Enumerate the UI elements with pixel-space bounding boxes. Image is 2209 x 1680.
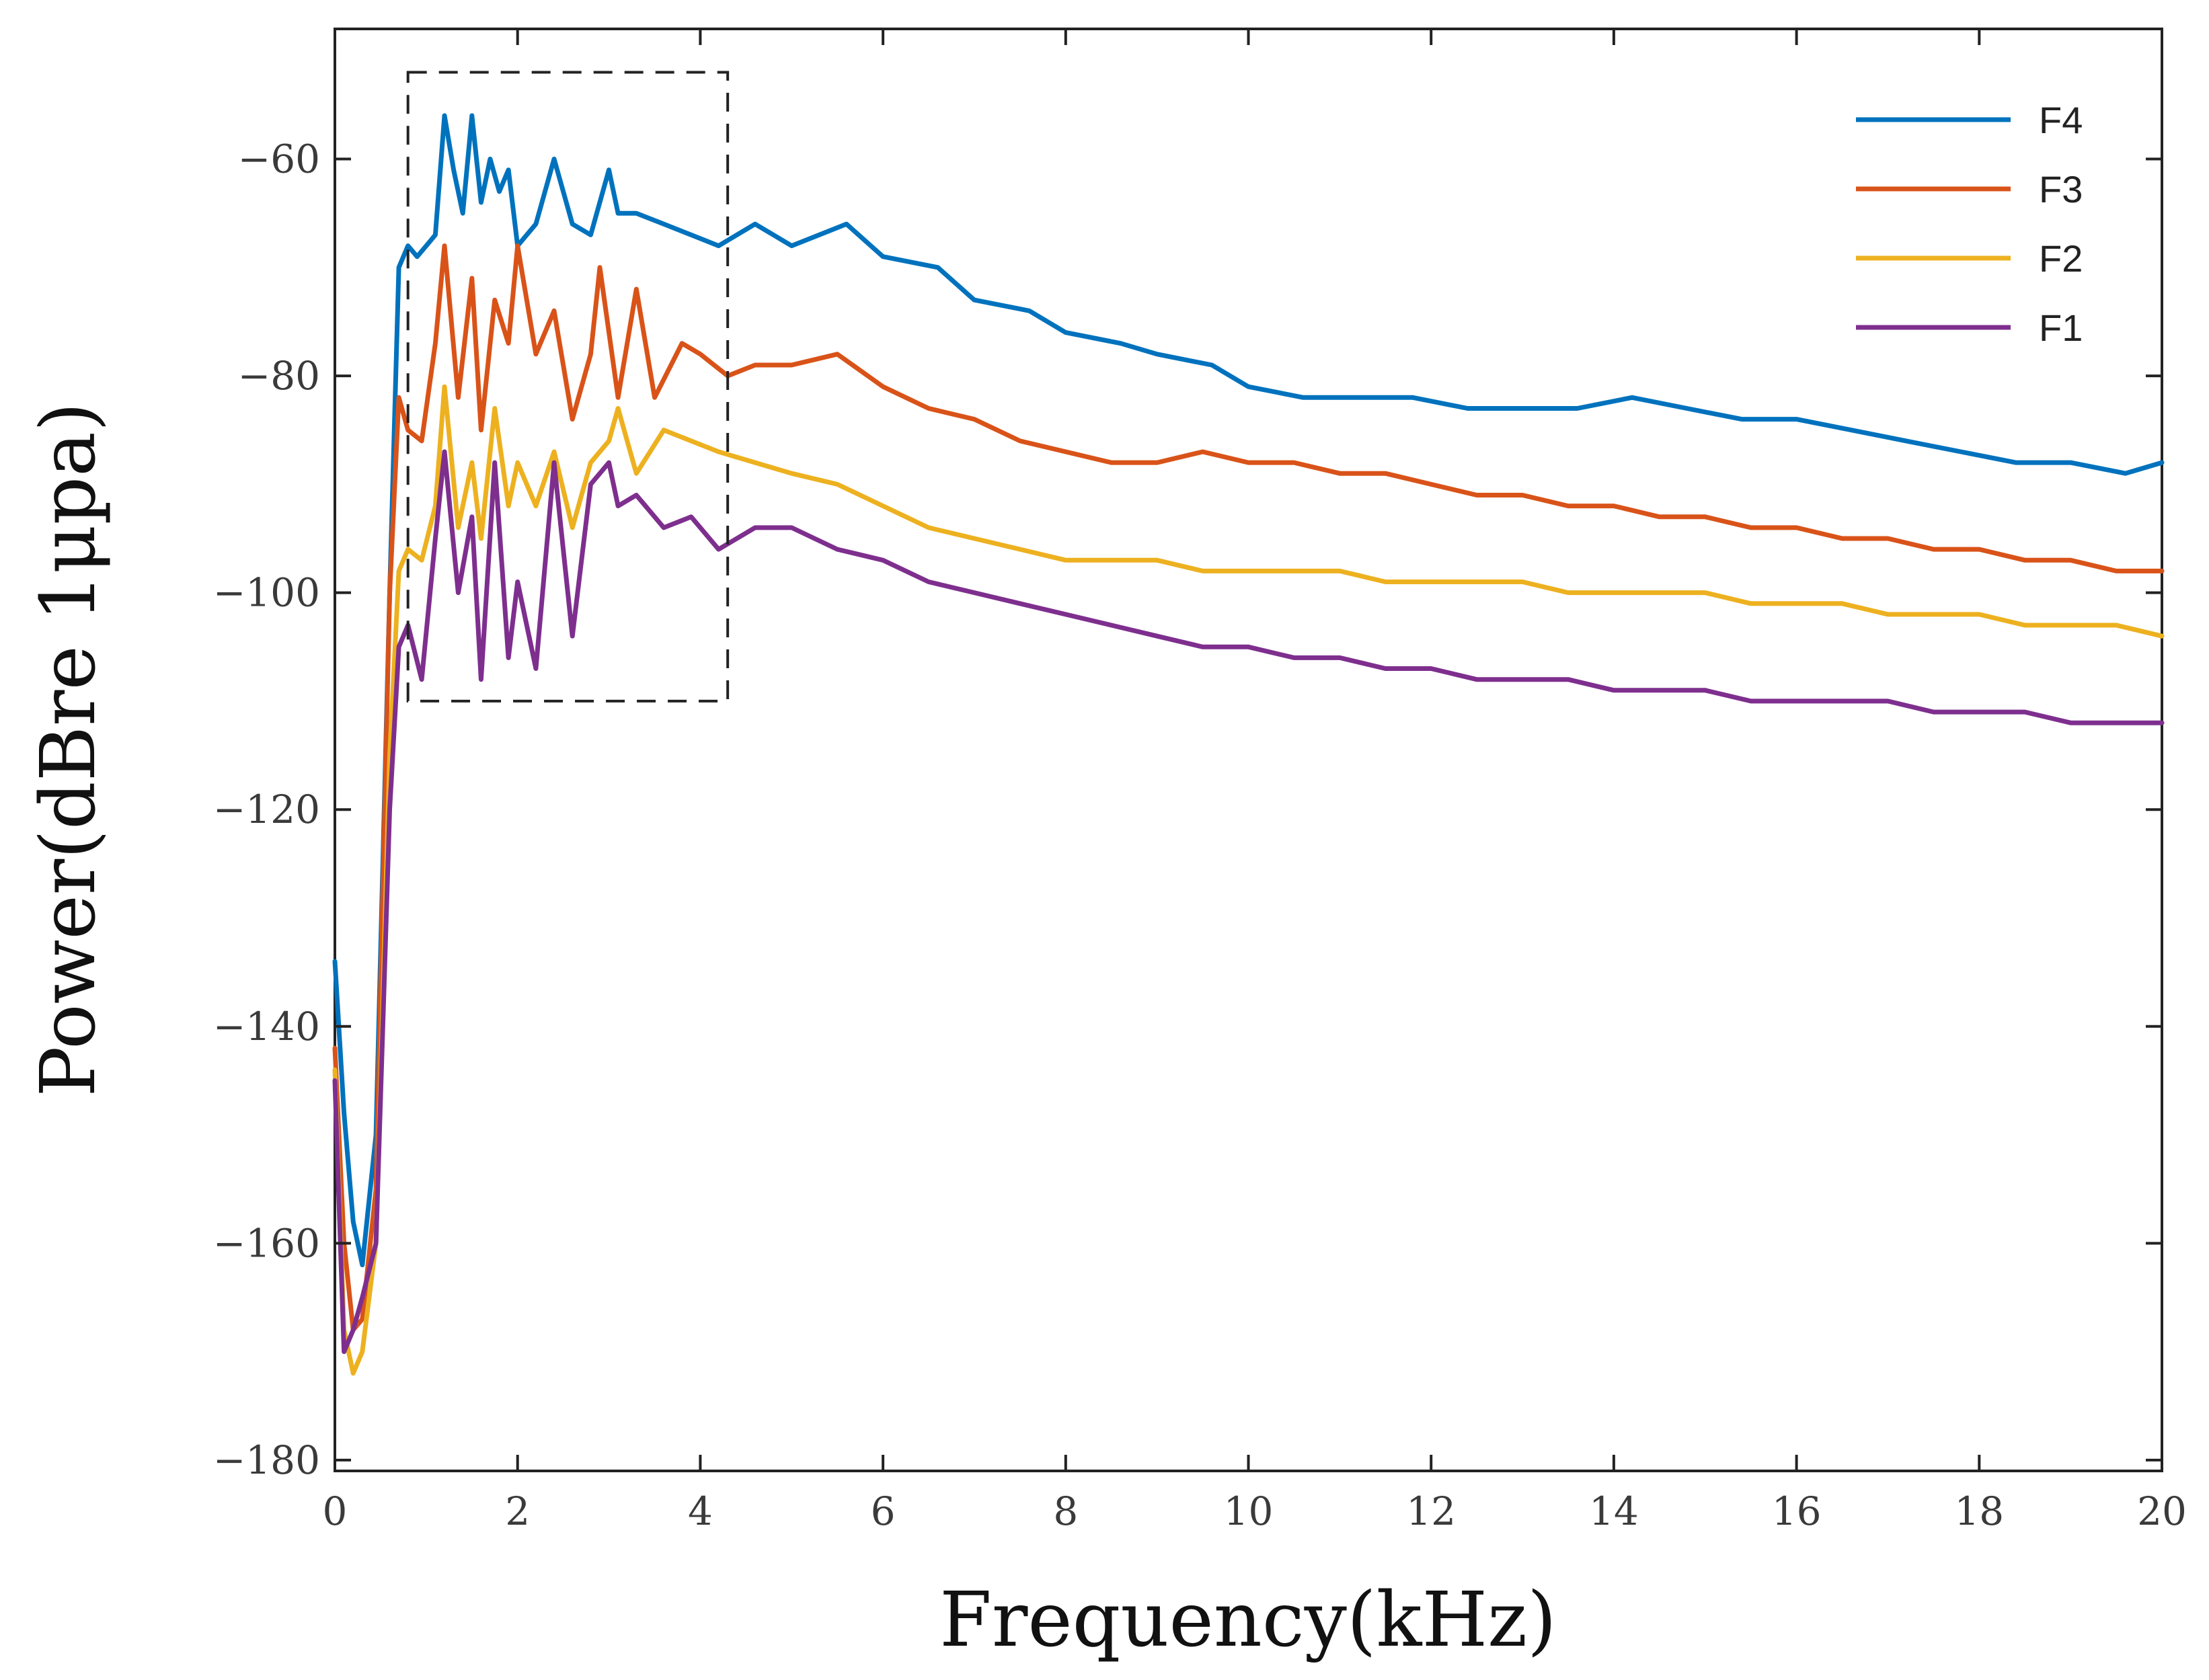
plot-area bbox=[334, 28, 2163, 1472]
series-line-f1 bbox=[332, 449, 2165, 1355]
y-tick-label: −80 bbox=[238, 353, 320, 399]
series-line-f2 bbox=[332, 384, 2165, 1376]
legend-label-f4: F4 bbox=[2039, 99, 2083, 141]
legend-label-f3: F3 bbox=[2039, 168, 2083, 210]
y-tick-label: −120 bbox=[213, 787, 320, 832]
legend-label-f1: F1 bbox=[2039, 307, 2083, 349]
series-layer bbox=[332, 113, 2165, 1376]
legend-label-f2: F2 bbox=[2039, 237, 2083, 280]
y-axis: −180 −160 −140 −120 −100 −80 −60 bbox=[213, 136, 2162, 1483]
x-tick-label: 16 bbox=[1772, 1488, 1822, 1534]
y-tick-label: −160 bbox=[213, 1220, 320, 1266]
x-tick-label: 2 bbox=[505, 1488, 530, 1534]
series-line-f3 bbox=[332, 243, 2165, 1332]
x-tick-label: 8 bbox=[1053, 1488, 1078, 1534]
x-tick-label: 12 bbox=[1406, 1488, 1456, 1534]
series-line-f4 bbox=[332, 113, 2165, 1268]
highlight-region-box bbox=[406, 71, 730, 703]
y-tick-label: −180 bbox=[213, 1437, 320, 1483]
x-tick-label: 0 bbox=[323, 1488, 348, 1534]
x-tick-label: 14 bbox=[1589, 1488, 1639, 1534]
y-tick-label: −60 bbox=[238, 136, 320, 182]
y-tick-label: −140 bbox=[213, 1004, 320, 1049]
x-axis: 0 2 4 6 8 10 12 14 16 18 20 bbox=[323, 29, 2187, 1534]
x-tick-label: 4 bbox=[688, 1488, 713, 1534]
x-axis-title: Frequency(kHz) bbox=[939, 1576, 1557, 1664]
y-tick-label: −100 bbox=[213, 570, 320, 616]
x-tick-label: 18 bbox=[1954, 1488, 2004, 1534]
x-tick-label: 10 bbox=[1224, 1488, 1274, 1534]
x-tick-label: 6 bbox=[871, 1488, 896, 1534]
legend: F4 F3 F2 F1 bbox=[1856, 99, 2083, 349]
x-tick-label: 20 bbox=[2137, 1488, 2187, 1534]
y-axis-title: Power(dBre 1μpa) bbox=[25, 402, 112, 1096]
